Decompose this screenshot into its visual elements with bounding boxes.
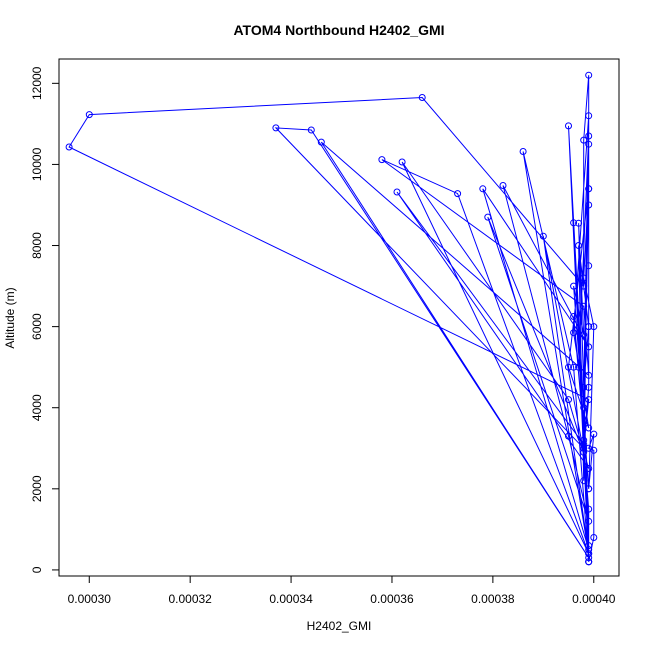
data-point — [585, 112, 593, 120]
data-point — [307, 126, 315, 134]
data-point — [580, 436, 588, 444]
data-point — [580, 136, 588, 144]
x-axis-label: H2402_GMI — [307, 619, 372, 633]
data-point — [585, 201, 593, 209]
data-point — [565, 363, 572, 371]
data-point — [585, 517, 593, 525]
data-point — [585, 542, 593, 550]
data-point — [580, 274, 588, 282]
data-point — [398, 158, 406, 166]
data-point — [585, 140, 593, 148]
series-line — [68, 75, 595, 562]
data-point — [575, 363, 583, 371]
data-point — [565, 396, 572, 404]
data-point — [575, 242, 583, 249]
data-point — [565, 432, 572, 440]
y-tick-label: 8000 — [30, 232, 44, 259]
data-point — [65, 143, 73, 151]
data-point — [580, 282, 588, 290]
data-point — [454, 190, 462, 198]
data-point — [393, 188, 401, 196]
data-point — [585, 396, 593, 404]
x-tick-label: 0.00038 — [471, 592, 515, 606]
data-point — [580, 383, 588, 391]
data-point — [378, 156, 386, 164]
x-tick-label: 0.00030 — [68, 592, 112, 606]
plot-frame — [58, 58, 620, 577]
data-point — [585, 554, 593, 562]
data-point — [519, 148, 527, 155]
data-point — [580, 440, 588, 448]
data-point — [585, 343, 593, 351]
y-tick-label: 6000 — [30, 313, 44, 340]
data-point — [590, 446, 598, 454]
data-point — [585, 323, 593, 331]
data-point — [570, 363, 578, 371]
y-axis-label: Altitude (m) — [3, 287, 17, 348]
x-tick-label: 0.00040 — [572, 592, 616, 606]
data-point — [565, 122, 572, 130]
series-layer — [65, 71, 598, 566]
y-tick-label: 12000 — [30, 66, 44, 100]
x-tick-label: 0.00036 — [370, 592, 414, 606]
data-point — [585, 546, 593, 554]
data-point — [590, 323, 598, 331]
x-tick-label: 0.00032 — [168, 592, 212, 606]
data-point — [585, 465, 593, 472]
data-point — [418, 94, 426, 101]
data-point — [585, 485, 593, 493]
data-point — [580, 444, 588, 452]
data-point — [539, 232, 547, 240]
data-point — [590, 430, 598, 438]
y-tick-label: 0 — [30, 566, 44, 573]
data-point — [585, 185, 593, 193]
data-point — [580, 404, 588, 412]
data-point — [585, 505, 593, 513]
data-point — [85, 111, 93, 119]
data-point — [580, 477, 588, 485]
y-tick-label: 4000 — [30, 394, 44, 421]
data-point — [570, 219, 578, 227]
data-point — [484, 213, 492, 221]
data-point — [575, 219, 583, 227]
x-axis: 0.00030 0.00032 0.00034 0.00036 0.00038 0.000… — [68, 575, 616, 606]
data-point — [570, 282, 578, 290]
data-point — [585, 550, 593, 558]
data-point — [317, 138, 325, 146]
data-point — [272, 124, 280, 132]
data-point — [585, 424, 593, 432]
data-point — [580, 331, 588, 339]
x-tick-label: 0.00034 — [269, 592, 313, 606]
y-tick-label: 10000 — [30, 147, 44, 181]
data-point — [585, 371, 593, 379]
data-point — [580, 448, 588, 456]
data-point — [570, 313, 578, 320]
data-point — [585, 132, 593, 140]
data-point — [580, 302, 588, 310]
data-point — [585, 71, 593, 79]
y-tick-label: 2000 — [30, 475, 44, 502]
data-point — [499, 182, 507, 189]
data-point — [585, 383, 593, 391]
data-point — [479, 185, 487, 193]
data-point — [570, 329, 578, 337]
chart-title: ATOM4 Northbound H2402_GMI — [233, 22, 444, 38]
data-point — [585, 558, 593, 566]
data-point — [585, 262, 593, 270]
data-point — [590, 534, 598, 541]
y-axis: 0 2000 4000 6000 8000 10000 12000 — [30, 66, 60, 573]
